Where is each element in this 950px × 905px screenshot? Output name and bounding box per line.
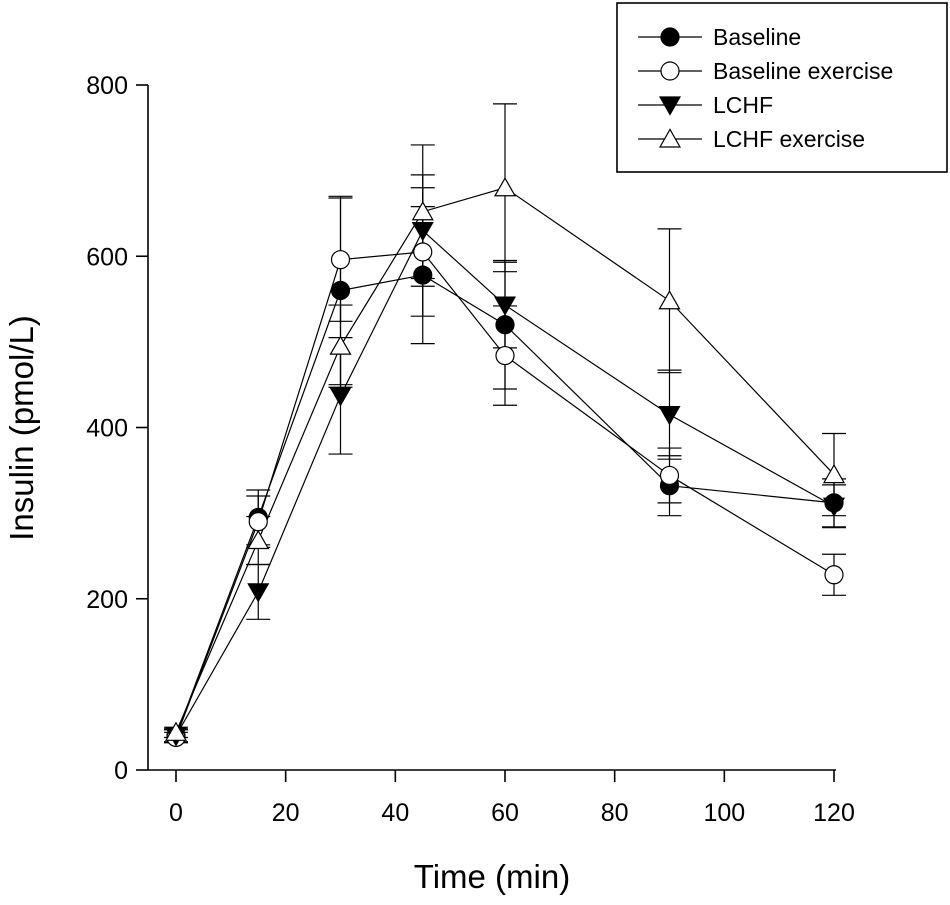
data-point bbox=[164, 721, 188, 741]
data-point bbox=[495, 345, 515, 366]
series-4 bbox=[164, 103, 846, 739]
data-point bbox=[658, 290, 681, 310]
x-tick-label: 0 bbox=[169, 799, 183, 827]
legend-marker bbox=[658, 96, 682, 116]
data-point bbox=[658, 406, 681, 426]
legend-marker bbox=[660, 27, 680, 47]
data-point bbox=[330, 250, 351, 270]
legend-label: Baseline exercise bbox=[713, 58, 893, 84]
legend-label: LCHF exercise bbox=[713, 126, 865, 152]
data-point bbox=[248, 512, 268, 532]
data-point bbox=[413, 242, 433, 262]
series-4-markers bbox=[164, 177, 846, 741]
y-tick-label: 600 bbox=[86, 243, 128, 271]
data-point bbox=[493, 296, 517, 316]
data-point bbox=[247, 583, 270, 603]
x-tick-label: 100 bbox=[703, 799, 745, 827]
legend: Baseline Baseline exercise LCHF LCHF exerci… bbox=[616, 2, 948, 173]
y-tick-label: 800 bbox=[86, 72, 128, 100]
x-tick-label: 60 bbox=[491, 799, 519, 827]
x-tick-label: 20 bbox=[272, 799, 300, 827]
x-tick-label: 80 bbox=[601, 799, 629, 827]
data-point bbox=[330, 280, 351, 301]
legend-marker bbox=[658, 128, 682, 148]
data-point bbox=[329, 335, 352, 355]
axes bbox=[147, 85, 836, 771]
axis-ticks: 0 200 400 600 800 0 20 40 60 80 100 120 bbox=[86, 72, 855, 827]
data-point bbox=[659, 465, 680, 486]
legend-label: Baseline bbox=[713, 24, 801, 50]
legend-label: LCHF bbox=[713, 92, 773, 118]
y-tick-label: 200 bbox=[86, 586, 128, 614]
data-series bbox=[164, 103, 846, 748]
data-point bbox=[824, 565, 844, 585]
y-tick-label: 0 bbox=[114, 757, 128, 785]
legend-marker bbox=[660, 61, 680, 81]
x-tick-label: 120 bbox=[813, 799, 855, 827]
data-point bbox=[822, 463, 846, 484]
data-point bbox=[247, 529, 270, 550]
series-3-markers bbox=[164, 221, 846, 747]
y-axis-title: Insulin (pmol/L) bbox=[3, 315, 40, 541]
data-point bbox=[411, 221, 434, 242]
data-point bbox=[413, 265, 433, 285]
y-tick-label: 400 bbox=[86, 415, 128, 443]
data-point bbox=[822, 497, 846, 517]
x-axis-title: Time (min) bbox=[414, 858, 570, 895]
data-point bbox=[329, 387, 352, 407]
data-point bbox=[493, 177, 517, 197]
data-point bbox=[495, 315, 515, 335]
x-tick-label: 40 bbox=[381, 799, 409, 827]
data-point bbox=[411, 201, 434, 221]
